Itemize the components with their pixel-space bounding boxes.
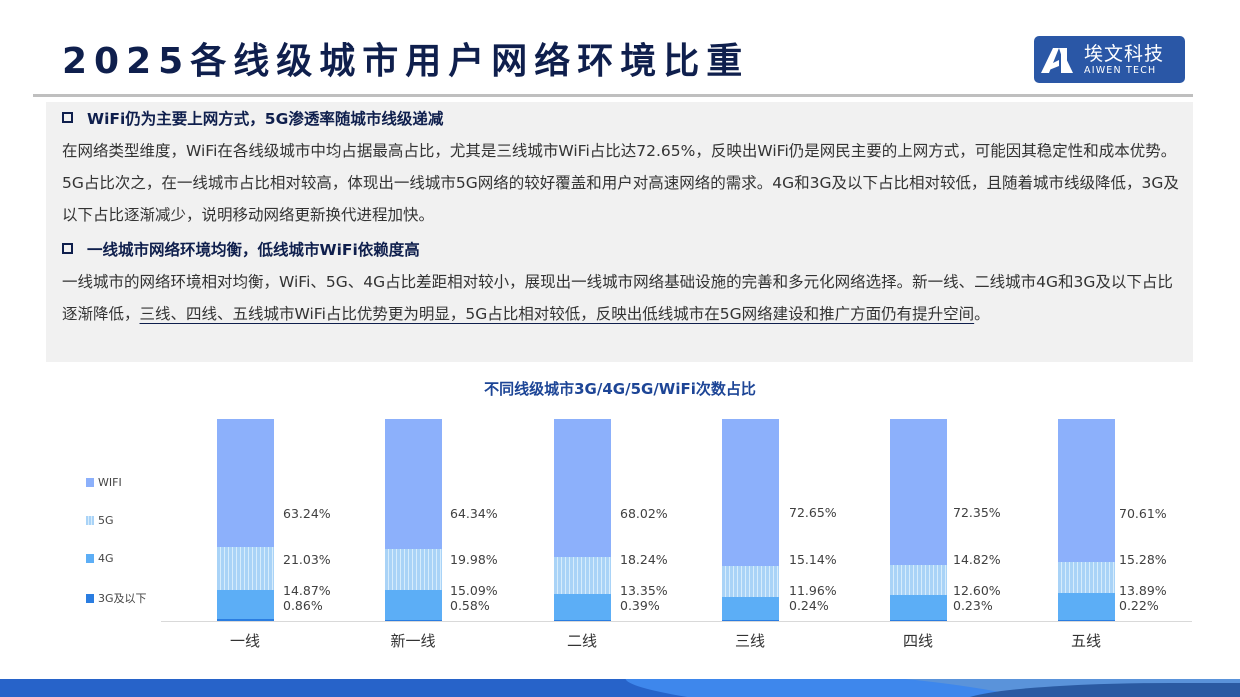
bar-segment-3g xyxy=(385,620,442,621)
bar-segment-4g xyxy=(554,594,611,620)
value-label-wifi: 63.24% xyxy=(283,506,331,521)
bar-segment-3g xyxy=(217,619,274,621)
value-label-wifi: 68.02% xyxy=(620,506,668,521)
value-label-4g: 12.60% xyxy=(953,583,1001,598)
value-label-5g: 14.82% xyxy=(953,552,1001,567)
bar-segment-5g xyxy=(385,549,442,590)
logo-chinese-name: 埃文科技 xyxy=(1084,42,1165,65)
bar-segment-wifi xyxy=(722,419,779,566)
legend-swatch-4g xyxy=(86,554,94,563)
value-label-3g: 0.24% xyxy=(789,598,829,613)
bar-segment-4g xyxy=(385,590,442,620)
chart-title: 不同线级城市3G/4G/5G/WiFi次数占比 xyxy=(484,380,756,398)
category-label: 二线 xyxy=(566,632,597,650)
value-label-wifi: 64.34% xyxy=(450,506,498,521)
bar-segment-5g xyxy=(890,565,947,595)
legend-item-wifi: WIFI xyxy=(86,476,122,489)
bar-stack-new-tier1 xyxy=(385,419,442,621)
value-label-wifi: 70.61% xyxy=(1119,506,1167,521)
legend-item-3g: 3G及以下 xyxy=(86,590,147,606)
bar-segment-wifi xyxy=(554,419,611,557)
bar-segment-5g xyxy=(1058,562,1115,593)
legend-swatch-3g xyxy=(86,593,94,603)
bar-stack-tier1 xyxy=(217,419,274,621)
category-label: 三线 xyxy=(734,632,765,650)
bar-segment-5g xyxy=(554,557,611,594)
value-label-4g: 13.35% xyxy=(620,583,668,598)
x-axis-line xyxy=(161,621,1192,622)
bar-segment-5g xyxy=(722,566,779,597)
value-label-wifi: 72.35% xyxy=(953,505,1001,520)
company-logo: 埃文科技 AIWEN TECH xyxy=(1034,36,1185,83)
bar-stack-tier4 xyxy=(890,419,947,621)
value-label-4g: 11.96% xyxy=(789,583,837,598)
value-label-4g: 13.89% xyxy=(1119,583,1167,598)
bar-segment-3g xyxy=(722,620,779,621)
value-label-3g: 0.58% xyxy=(450,598,490,613)
checkbox-bullet-icon xyxy=(62,112,73,123)
value-label-5g: 15.28% xyxy=(1119,552,1167,567)
footer-wave-band xyxy=(0,679,1240,697)
legend-swatch-wifi xyxy=(86,478,94,487)
bar-segment-wifi xyxy=(217,419,274,547)
value-label-3g: 0.22% xyxy=(1119,598,1159,613)
value-label-5g: 18.24% xyxy=(620,552,668,567)
value-label-3g: 0.39% xyxy=(620,598,660,613)
bar-segment-4g xyxy=(1058,593,1115,620)
bar-segment-4g xyxy=(722,597,779,620)
bar-stack-tier2 xyxy=(554,419,611,621)
value-label-4g: 14.87% xyxy=(283,583,331,598)
bar-segment-3g xyxy=(554,620,611,621)
value-label-wifi: 72.65% xyxy=(789,505,837,520)
category-label: 新一线 xyxy=(390,632,436,650)
underlined-emphasis: 三线、四线、五线城市WiFi占比优势更为明显，5G占比相对较低，反映出低线城市在… xyxy=(139,305,975,323)
section-1-heading: WiFi仍为主要上网方式，5G渗透率随城市线级递减 xyxy=(62,103,443,135)
value-label-3g: 0.23% xyxy=(953,598,993,613)
summary-panel xyxy=(46,102,1193,362)
value-label-5g: 19.98% xyxy=(450,552,498,567)
bar-segment-wifi xyxy=(1058,419,1115,562)
aiwen-logo-icon xyxy=(1034,36,1080,83)
category-label: 五线 xyxy=(1070,632,1101,650)
value-label-3g: 0.86% xyxy=(283,598,323,613)
value-label-4g: 15.09% xyxy=(450,583,498,598)
section-2-body: 一线城市的网络环境相对均衡，WiFi、5G、4G占比差距相对较小，展现出一线城市… xyxy=(62,273,1173,323)
value-label-5g: 15.14% xyxy=(789,552,837,567)
title-divider xyxy=(33,94,1193,97)
section-1-body: 在网络类型维度，WiFi在各线级城市中均占据最高占比，尤其是三线城市WiFi占比… xyxy=(62,142,1179,224)
bar-segment-3g xyxy=(1058,620,1115,621)
legend-swatch-5g xyxy=(86,516,94,525)
bar-segment-4g xyxy=(890,595,947,620)
logo-english-name: AIWEN TECH xyxy=(1084,64,1157,76)
bar-stack-tier5 xyxy=(1058,419,1115,621)
legend-item-4g: 4G xyxy=(86,552,114,565)
value-label-5g: 21.03% xyxy=(283,552,331,567)
category-label: 一线 xyxy=(229,632,260,650)
bar-segment-4g xyxy=(217,590,274,619)
bar-stack-tier3 xyxy=(722,419,779,621)
page-title: 2025各线级城市用户网络环境比重 xyxy=(62,41,750,82)
section-2-heading: 一线城市网络环境均衡，低线城市WiFi依赖度高 xyxy=(62,234,420,266)
bar-segment-5g xyxy=(217,547,274,590)
bar-segment-wifi xyxy=(385,419,442,549)
legend-item-5g: 5G xyxy=(86,514,114,527)
checkbox-bullet-icon xyxy=(62,243,73,254)
category-label: 四线 xyxy=(902,632,933,650)
bar-segment-wifi xyxy=(890,419,947,565)
bar-segment-3g xyxy=(890,620,947,621)
